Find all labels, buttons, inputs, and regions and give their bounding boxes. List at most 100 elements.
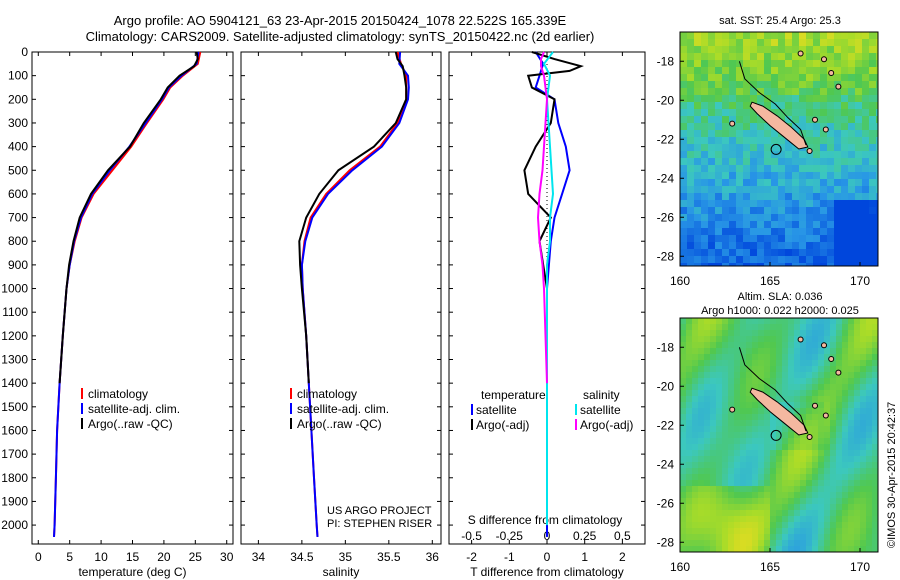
map-cell (872, 522, 879, 529)
map-cell (806, 390, 813, 397)
map-cell (782, 462, 789, 469)
map-cell (729, 165, 737, 173)
map-cell (736, 214, 744, 222)
map-cell (827, 123, 835, 131)
map-cell (806, 510, 813, 517)
map-cell (710, 516, 717, 523)
map-cell (842, 390, 849, 397)
map-cell (736, 207, 744, 215)
map-cell (686, 492, 693, 499)
map-cell (788, 498, 795, 505)
map-cell (764, 522, 771, 529)
map-cell (834, 158, 842, 166)
map-cell (776, 498, 783, 505)
map-cell (806, 53, 814, 61)
map-cell (758, 486, 765, 493)
map-cell (782, 534, 789, 541)
map-cell (799, 123, 807, 131)
map-cell (788, 540, 795, 547)
map-cell (862, 137, 870, 145)
map-cell (722, 378, 729, 385)
map-cell (776, 474, 783, 481)
map-cell (704, 360, 711, 367)
map-cell (855, 32, 863, 40)
map-cell (710, 402, 717, 409)
map-cell (740, 474, 747, 481)
map-cell (782, 432, 789, 439)
map-cell (698, 366, 705, 373)
map-cell (694, 221, 702, 229)
map-cell (680, 462, 687, 469)
map-cell (862, 116, 870, 124)
map-cell (830, 486, 837, 493)
map-cell (715, 158, 723, 166)
map-cell (860, 510, 867, 517)
map-cell (799, 95, 807, 103)
map-cell (728, 360, 735, 367)
map-cell (827, 179, 835, 187)
map-cell (752, 432, 759, 439)
map-cell (836, 336, 843, 343)
map-cell (722, 462, 729, 469)
map-cell (785, 102, 793, 110)
map-cell (792, 165, 800, 173)
map-cell (708, 165, 716, 173)
map-cell (860, 534, 867, 541)
map-cell (771, 249, 779, 257)
map-cell (764, 468, 771, 475)
map-cell (818, 402, 825, 409)
map-cell (694, 186, 702, 194)
map-cell (818, 540, 825, 547)
map-cell (698, 510, 705, 517)
map-cell (876, 165, 879, 173)
map-cell (758, 408, 765, 415)
map-cell (792, 207, 800, 215)
map-cell (855, 256, 863, 264)
small-island (821, 56, 827, 63)
map-cell (866, 402, 873, 409)
map-cell (722, 46, 730, 54)
map-cell (806, 354, 813, 361)
map-cell (800, 492, 807, 499)
map-cell (708, 144, 716, 152)
map-cell (716, 414, 723, 421)
map-cell (872, 396, 879, 403)
map-cell (680, 342, 687, 349)
map-cell (743, 60, 751, 68)
map-cell (778, 74, 786, 82)
map-cell (716, 528, 723, 535)
map-cell (820, 221, 828, 229)
map-cell (771, 256, 779, 264)
profile-panel-3: -2 -1 0 1 2T difference from climatology-0.5… (448, 51, 646, 579)
map-cell (715, 81, 723, 89)
map-cell (680, 67, 688, 75)
map-cell (770, 420, 777, 427)
map-cell (708, 256, 716, 264)
map-cell (736, 228, 744, 236)
map-cell (687, 172, 695, 180)
map-cell (729, 102, 737, 110)
map-cell (866, 498, 873, 505)
small-island (835, 83, 842, 90)
map-cell (862, 123, 870, 131)
map-cell (680, 522, 687, 529)
map-cell (776, 378, 783, 385)
x-tick-label: 10 (94, 550, 108, 564)
map-cell (746, 342, 753, 349)
map-cell (764, 249, 772, 257)
map-cell (824, 348, 831, 355)
map-cell (799, 60, 807, 68)
top-x-tick-label: -0.25 (496, 529, 524, 543)
map-cell (872, 540, 879, 547)
map-cell (701, 256, 709, 264)
map-cell (722, 438, 729, 445)
map-cell (687, 151, 695, 159)
map-cell (734, 372, 741, 379)
map-cell (694, 74, 702, 82)
map-cell (694, 235, 702, 243)
map-cell (854, 498, 861, 505)
map-cell (862, 165, 870, 173)
map-cell (812, 420, 819, 427)
map-cell (687, 88, 695, 96)
map-cell (736, 151, 744, 159)
